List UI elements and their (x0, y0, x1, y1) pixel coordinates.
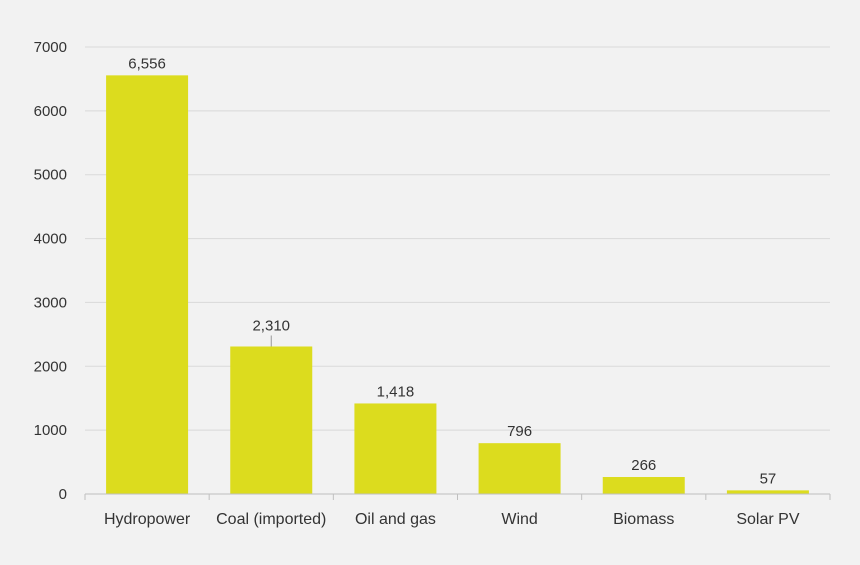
x-category-label: Coal (imported) (216, 511, 326, 528)
x-category-label: Wind (501, 511, 537, 528)
y-tick-label: 4000 (34, 231, 67, 248)
x-axis (84, 493, 831, 500)
labels: 0 1000 2000 3000 4000 5000 6000 7000 6,556 Hydrop… (34, 39, 800, 528)
data-label: 1,418 (377, 383, 415, 400)
bar (230, 346, 313, 494)
bar (478, 443, 561, 494)
data-label: 266 (631, 457, 656, 474)
bar (354, 403, 437, 494)
y-tick-label: 5000 (34, 167, 67, 184)
bar (106, 75, 189, 494)
data-label: 57 (760, 470, 777, 487)
y-tick-label: 7000 (34, 39, 67, 56)
bars (106, 75, 809, 494)
data-label: 6,556 (128, 55, 166, 72)
y-tick-label: 0 (59, 486, 67, 503)
x-category-label: Hydropower (104, 511, 191, 528)
y-tick-label: 2000 (34, 358, 67, 375)
x-category-label: Biomass (613, 511, 674, 528)
bar (602, 477, 685, 494)
y-tick-label: 3000 (34, 294, 67, 311)
gridlines (85, 46, 830, 431)
x-category-label: Solar PV (736, 511, 799, 528)
y-tick-label: 1000 (34, 422, 67, 439)
data-label: 796 (507, 423, 532, 440)
data-label: 2,310 (252, 317, 290, 334)
y-tick-label: 6000 (34, 103, 67, 120)
x-category-label: Oil and gas (355, 511, 436, 528)
bar (726, 490, 809, 494)
